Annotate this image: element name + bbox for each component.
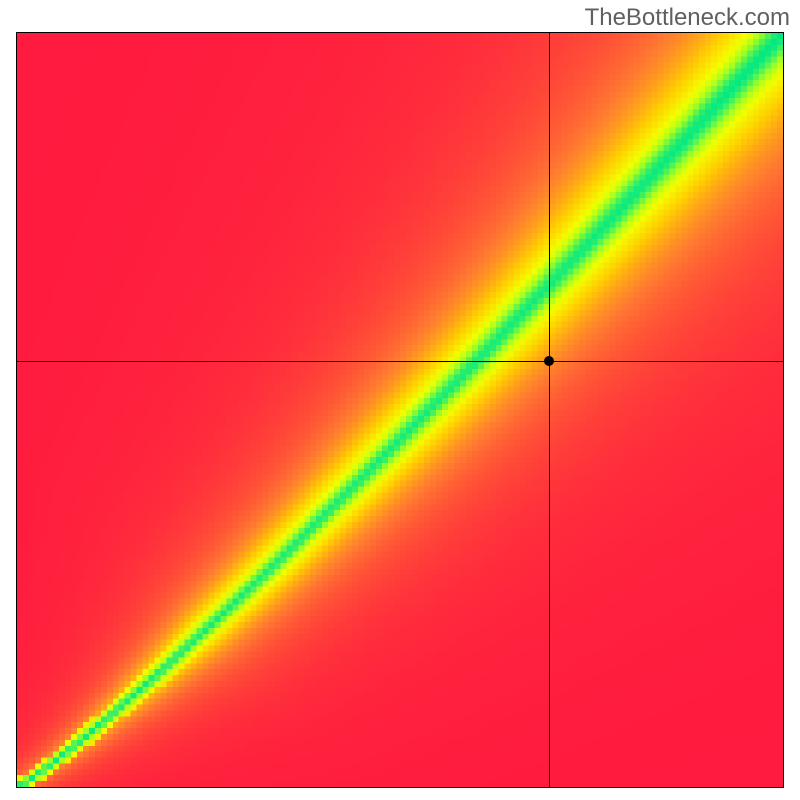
- crosshair-vertical: [549, 33, 550, 787]
- crosshair-horizontal: [17, 361, 783, 362]
- attribution-text: TheBottleneck.com: [585, 4, 790, 32]
- chart-stage: TheBottleneck.com: [0, 0, 800, 800]
- heatmap-chart: [16, 32, 784, 788]
- heatmap-canvas: [17, 33, 783, 787]
